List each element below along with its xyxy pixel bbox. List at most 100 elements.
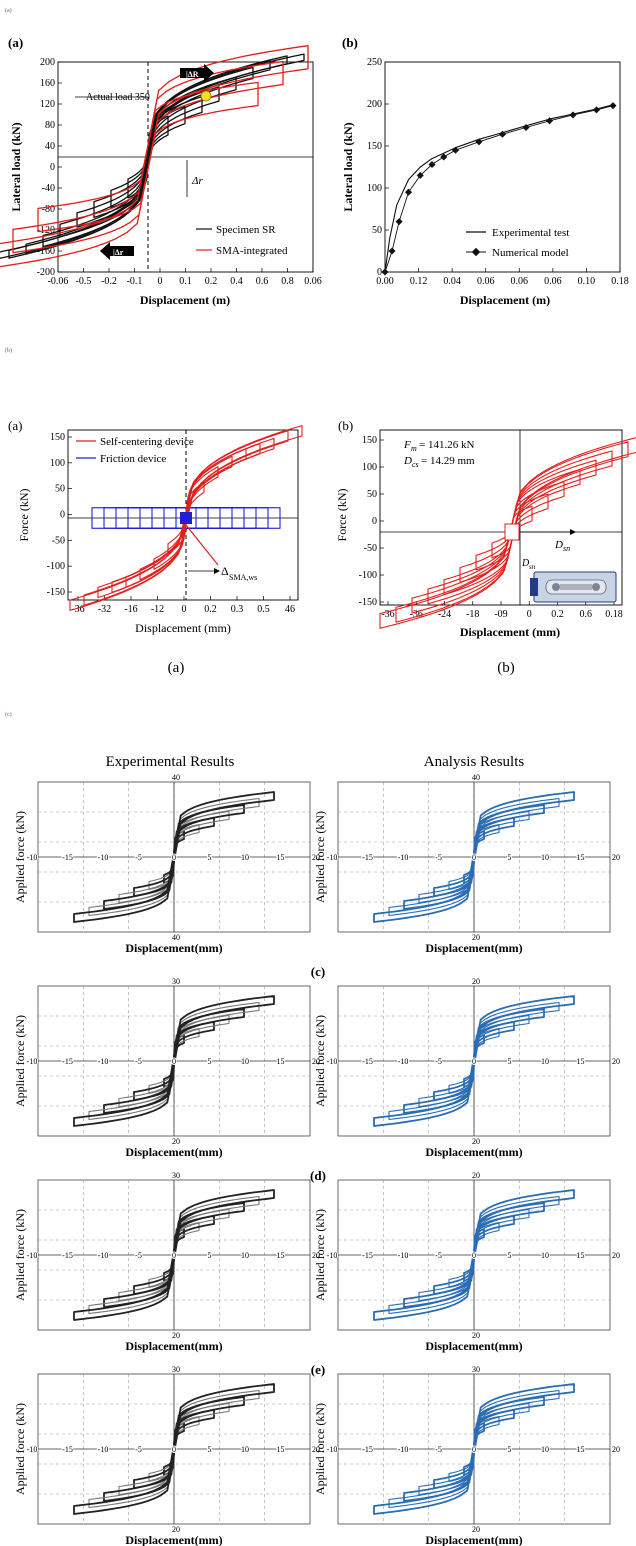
- mid-b-xtick-7: 0.6: [580, 609, 593, 620]
- bottom-ybot-0-0: 40: [172, 933, 180, 942]
- bottom-xtick-1-0-7: 15: [277, 1057, 285, 1066]
- top-b-yticks: 250 200 150 100 50 0: [367, 57, 389, 278]
- top-a-ytick-2: 120: [40, 99, 55, 110]
- bottom-xlabel-2-1: Displacement(mm): [425, 1339, 522, 1353]
- bottom-xtick-1-0-3: -5: [135, 1057, 142, 1066]
- top-a-ylabel: Lateral load (kN): [9, 122, 23, 211]
- bottom-xtick-1-0-1: -15: [62, 1057, 73, 1066]
- mid-b-ytick-0: 150: [362, 435, 377, 446]
- mid-b-xtick-4: -09: [494, 609, 507, 620]
- top-a-xticks: -0.06 -0.5 -0.2 -0.1 0 0.1 0.2 0.4 0.6 0.8 0.06: [48, 268, 322, 287]
- bottom-xtick-2-0-0: -10: [27, 1251, 38, 1260]
- mid-b-params: F m = 141.26 kN D cs = 14.29 mm: [403, 439, 475, 469]
- top-a-arrow-left-label: |Δr: [113, 248, 124, 257]
- top-b-xtick-4: 0.06: [511, 276, 529, 287]
- mid-a-xticks: -36 -32 -16 -12 0 0.2 0.3 0.5 46: [71, 596, 295, 615]
- bottom-xtick-1-0-4: 0: [172, 1057, 176, 1066]
- mid-a-legend-friction: Friction device: [100, 453, 166, 465]
- top-b-num-point-6: [440, 153, 448, 161]
- top-b-ytick-4: 50: [372, 225, 382, 236]
- section-marker-3: (c): [5, 711, 12, 718]
- mid-a-xtick-1: -32: [98, 604, 111, 615]
- bottom-loop-2-1-5: [388, 1195, 560, 1315]
- mid-a-xtick-7: 0.5: [257, 604, 270, 615]
- top-b-ytick-0: 250: [367, 57, 382, 68]
- top-a-xtick-8: 0.6: [256, 276, 269, 287]
- mid-a-sc-loop-5: [97, 437, 275, 599]
- top-b-ytick-5: 0: [377, 267, 382, 278]
- bottom-xtick-3-1-7: 15: [577, 1445, 585, 1454]
- mid-a-delta-sub: SMA,ws: [229, 573, 257, 582]
- section-marker-1: (a): [5, 7, 12, 14]
- bottom-xtick-1-1-7: 15: [577, 1057, 585, 1066]
- bottom-xtick-0-0-0: -10: [27, 853, 38, 862]
- top-b-num-point-11: [545, 117, 554, 125]
- top-b-num-point-4: [416, 171, 424, 179]
- bottom-caption-1: (d): [310, 1168, 326, 1183]
- bottom-xtick-3-1-6: 10: [541, 1445, 549, 1454]
- mid-b-ytick-4: -50: [364, 543, 377, 554]
- top-a-legend-sma: SMA-integrated: [216, 245, 288, 257]
- top-a-ytick-3: 80: [45, 120, 55, 131]
- top-b-num-point-3: [404, 188, 413, 196]
- mid-b-dcs-symbol: D: [403, 455, 412, 467]
- bottom-loop-3-1-6: [373, 1383, 575, 1515]
- mid-a-friction-loop-7: [91, 507, 281, 529]
- top-a-xtick-4: 0: [158, 276, 163, 287]
- mid-b-ytick-3: 0: [372, 516, 377, 527]
- top-b-legend-num: Numerical model: [492, 247, 569, 259]
- mid-b-center-box: [504, 523, 520, 541]
- mid-caption-a: (a): [168, 660, 185, 676]
- top-b-num-point-14: [609, 102, 617, 110]
- bottom-ytop-0-0: 40: [172, 773, 180, 782]
- top-b-ytick-2: 150: [367, 141, 382, 152]
- top-b-xtick-2: 0.04: [443, 276, 461, 287]
- mid-b-dcs-sub: cs: [412, 460, 419, 469]
- bottom-ytop-0-1: 40: [472, 773, 480, 782]
- mid-b-ytick-5: -100: [359, 570, 377, 581]
- bottom-loop-2-0-2: [133, 1215, 215, 1295]
- top-b-panel-label: (b): [342, 35, 358, 50]
- top-a-sma-loop-1: [12, 60, 284, 254]
- mid-b-xtick-0: -36: [381, 609, 394, 620]
- bottom-loop-1-1-6: [373, 995, 575, 1127]
- mid-a-ytick-5: -100: [47, 561, 65, 572]
- mid-a-xtick-5: 0.2: [204, 604, 217, 615]
- bottom-loop-1-0-6: [73, 995, 275, 1127]
- top-a-loops: [0, 45, 309, 268]
- top-b-xtick-7: 0.18: [611, 276, 629, 287]
- mid-a-sc-loop-0: [167, 481, 205, 555]
- bottom-xtick-2-0-1: -15: [62, 1251, 73, 1260]
- bottom-loop-2-0-6: [73, 1189, 275, 1321]
- bottom-xtick-3-1-0: -10: [327, 1445, 338, 1454]
- bottom-xtick-2-1-1: -15: [362, 1251, 373, 1260]
- top-a-ytick-6: -40: [42, 183, 55, 194]
- mid-a-delta-leader: [185, 524, 219, 566]
- bottom-loop-1-0-1: [148, 1027, 200, 1095]
- bottom-xtick-3-0-3: -5: [135, 1445, 142, 1454]
- bottom-xtick-0-1-6: 10: [541, 853, 549, 862]
- mid-a-xtick-6: 0.3: [231, 604, 244, 615]
- mid-a-ytick-4: -50: [52, 535, 65, 546]
- mid-b-loop-7: [379, 437, 636, 629]
- bottom-xtick-3-0-8: 20: [312, 1445, 320, 1454]
- mid-a-yticks: 150 100 50 0 -50 -100 -150: [47, 432, 72, 598]
- bottom-loop-2-1-1: [448, 1221, 500, 1289]
- mid-panel-a: (a) 150 100 50 0 -50 -100 -150 -36 -32 -16 -12 0 0.…: [8, 418, 303, 635]
- mid-a-ytick-2: 50: [55, 484, 65, 495]
- mid-a-sc-loop-7: [69, 425, 303, 611]
- bottom-loop-0-1-2: [433, 817, 515, 897]
- mid-b-xticks: -36 -36 -24 -18 -09 0 0.2 0.6 0.18: [381, 601, 623, 620]
- bottom-xtick-3-0-1: -15: [62, 1445, 73, 1454]
- mid-b-xtick-6: 0.2: [551, 609, 564, 620]
- top-b-num-point-9: [498, 130, 507, 138]
- top-a-xtick-3: -0.1: [127, 276, 143, 287]
- bottom-ybot-1-0: 20: [172, 1137, 180, 1146]
- bottom-loop-0-1-6: [373, 791, 575, 923]
- mid-b-loop-5: [411, 450, 613, 614]
